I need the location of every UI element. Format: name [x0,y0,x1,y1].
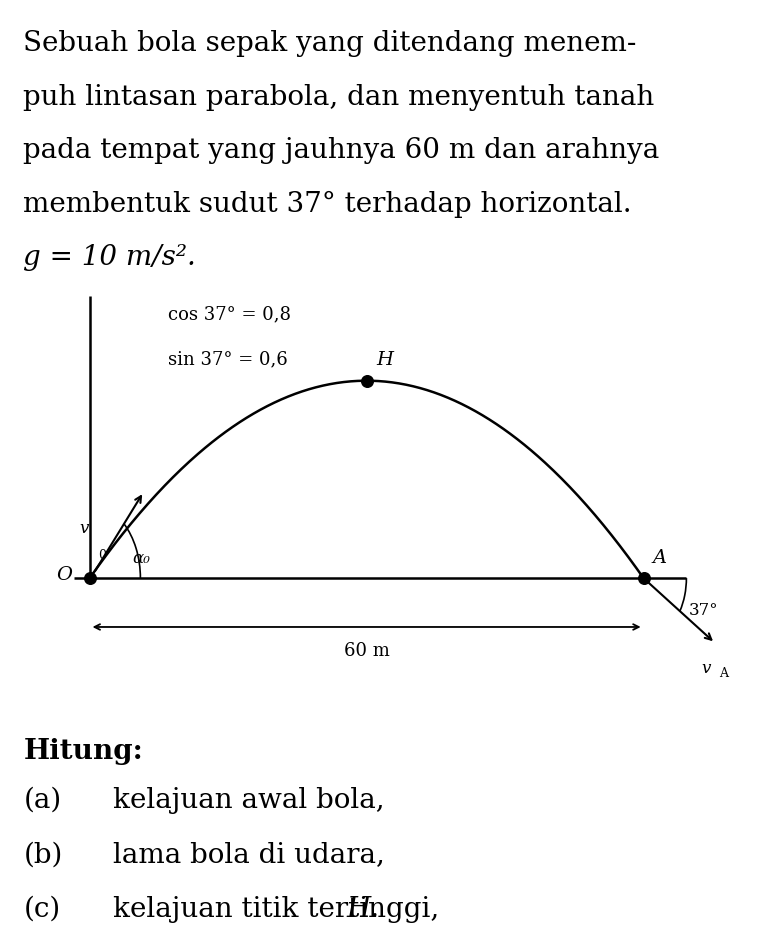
Text: sin 37° = 0,6: sin 37° = 0,6 [168,351,288,368]
Point [637,571,650,586]
Text: H.: H. [346,896,379,923]
Text: puh lintasan parabola, dan menyentuh tanah: puh lintasan parabola, dan menyentuh tan… [23,84,654,111]
Text: v: v [702,660,711,677]
Text: pada tempat yang jauhnya 60 m dan arahnya: pada tempat yang jauhnya 60 m dan arahny… [23,137,660,164]
Text: H: H [376,352,393,369]
Text: 60 m: 60 m [344,642,389,660]
Text: g = 10 m/s².: g = 10 m/s². [23,244,197,272]
Text: Sebuah bola sepak yang ditendang menem-: Sebuah bola sepak yang ditendang menem- [23,30,636,57]
Text: lama bola di udara,: lama bola di udara, [113,841,385,869]
Text: Hitung:: Hitung: [23,738,144,765]
Text: 0: 0 [98,549,106,562]
Text: 37°: 37° [689,602,718,619]
Text: v: v [80,520,89,537]
Text: membentuk sudut 37° terhadap horizontal.: membentuk sudut 37° terhadap horizontal. [23,191,632,218]
Text: A: A [653,549,667,567]
Text: (b): (b) [23,841,62,869]
Text: cos 37° = 0,8: cos 37° = 0,8 [168,306,291,323]
Text: (c): (c) [23,896,61,923]
Text: α₀: α₀ [133,550,151,567]
Text: (a): (a) [23,787,62,814]
Point [83,571,96,586]
Text: kelajuan titik tertinggi,: kelajuan titik tertinggi, [113,896,448,923]
Point [360,373,373,388]
Text: kelajuan awal bola,: kelajuan awal bola, [113,787,385,814]
Text: A: A [719,666,728,680]
Text: O: O [56,566,73,585]
